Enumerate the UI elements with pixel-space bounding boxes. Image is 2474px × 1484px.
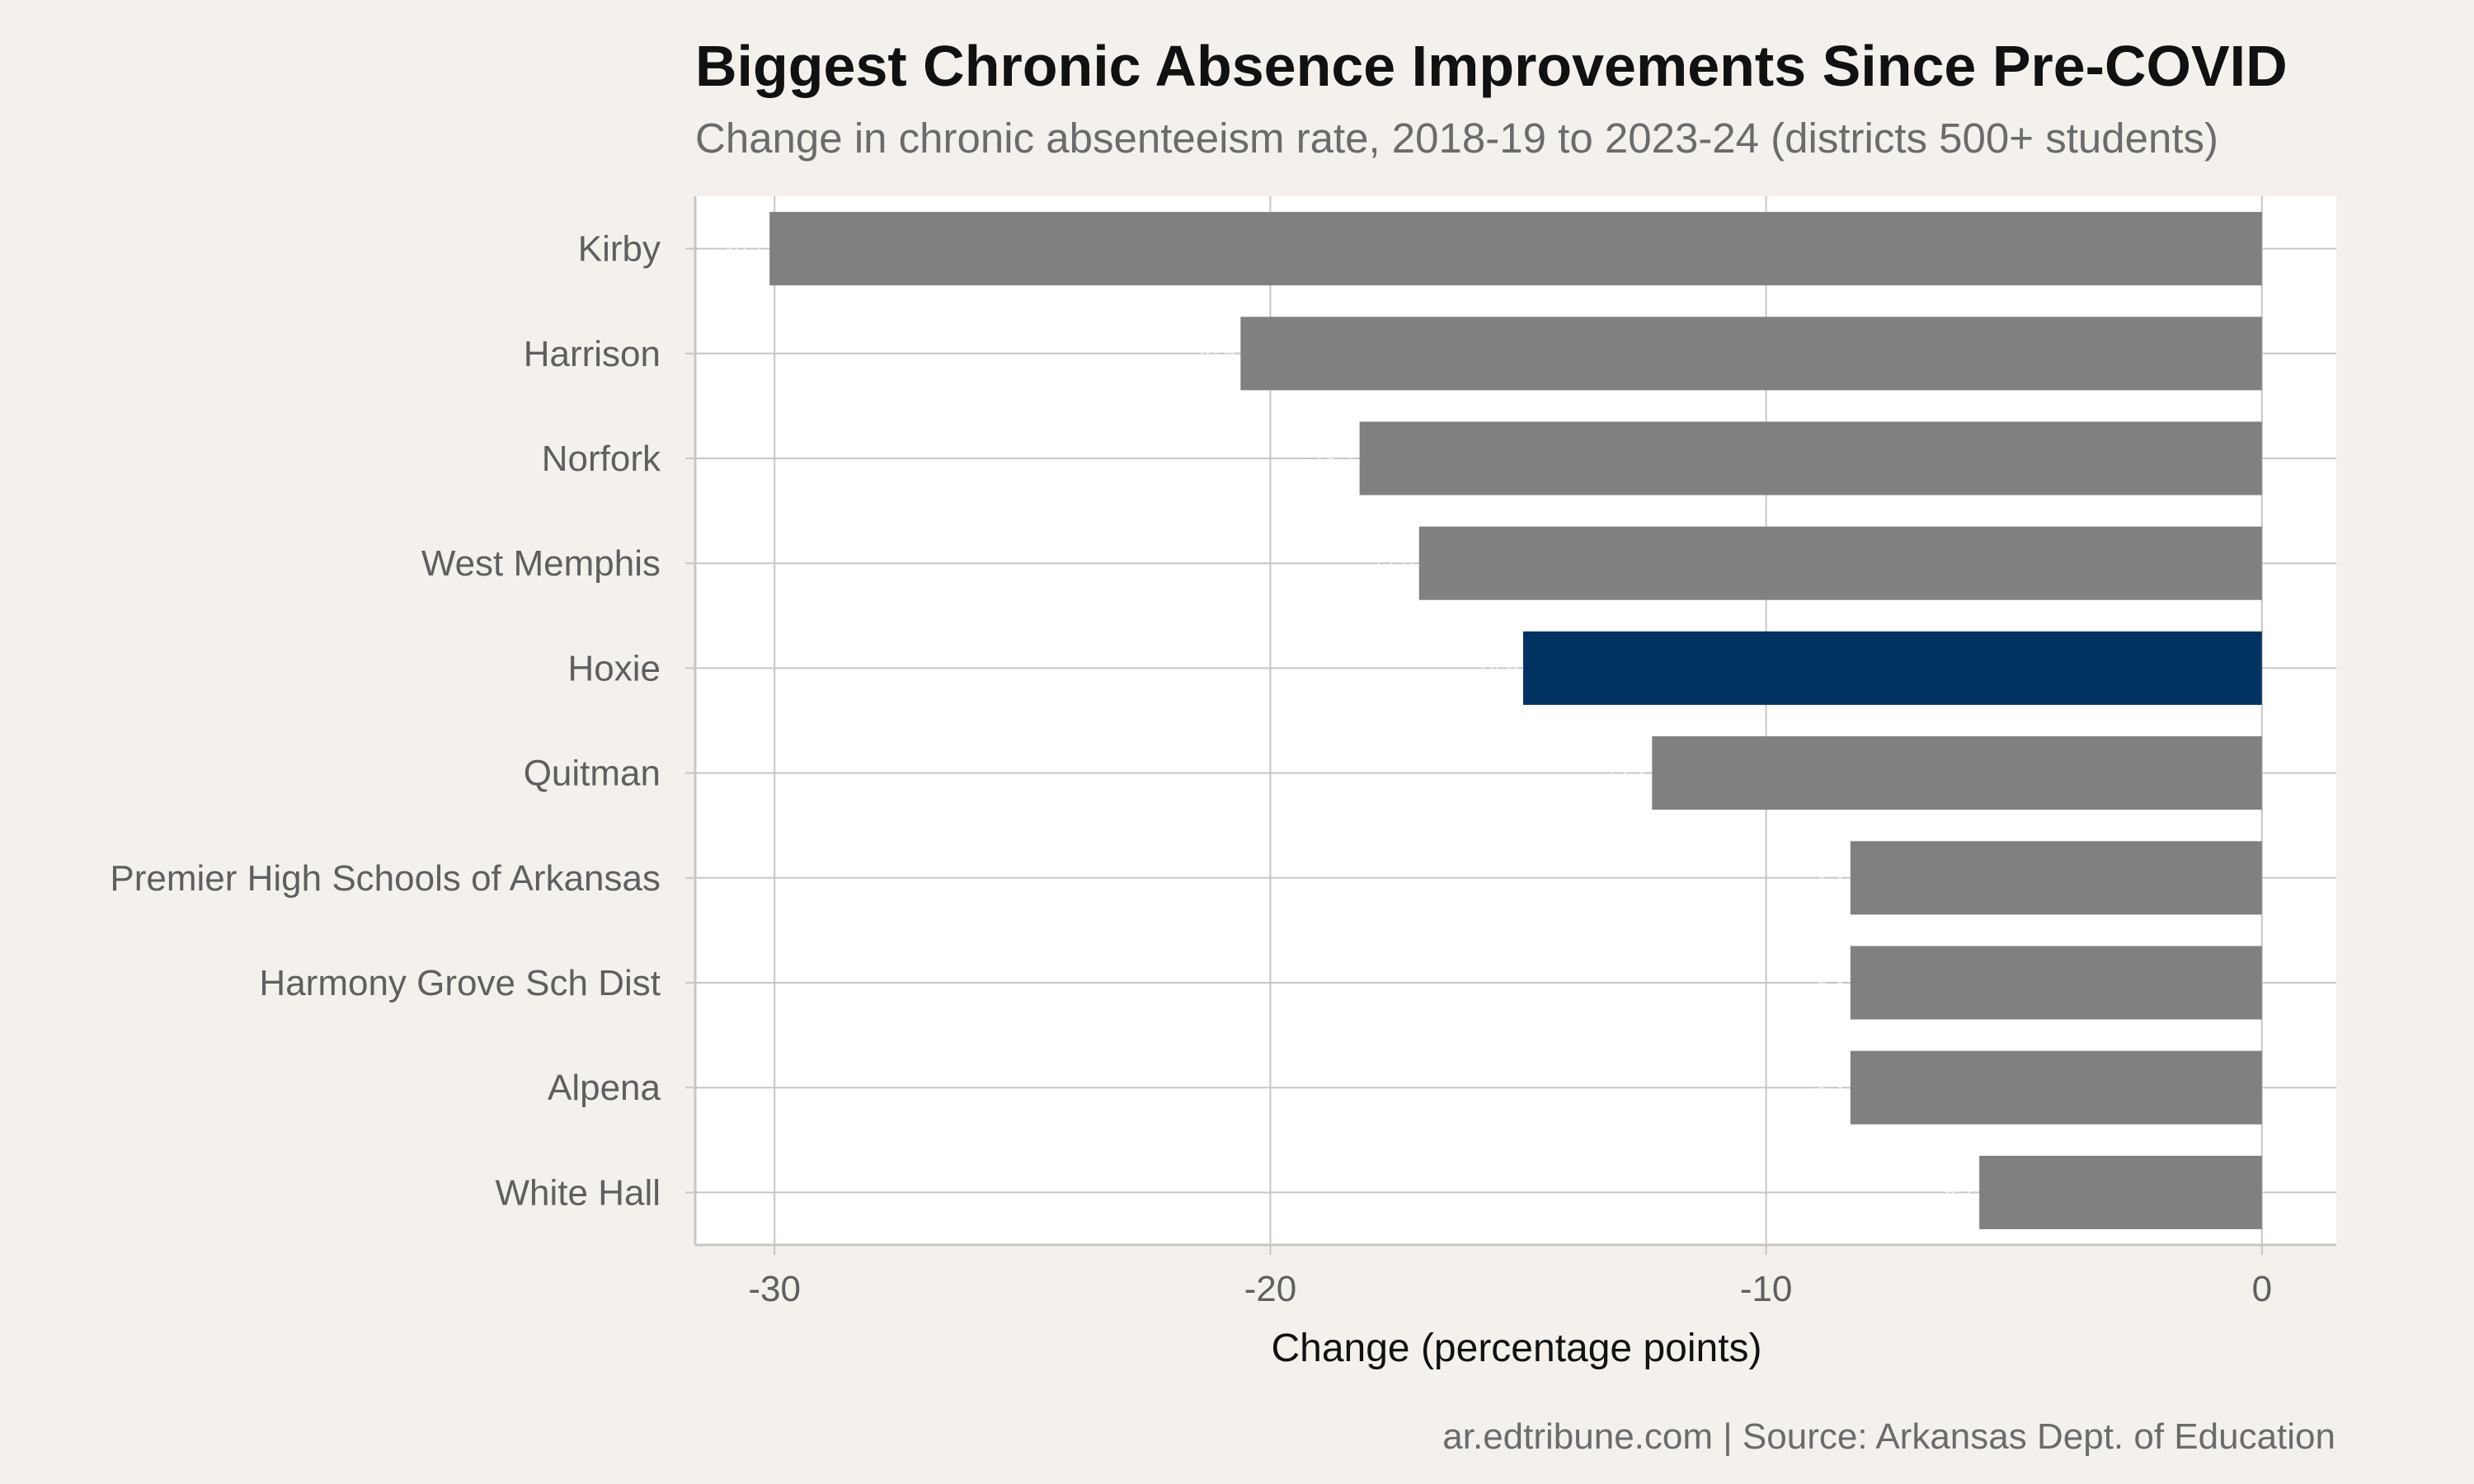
y-category-label: Harrison <box>524 334 661 374</box>
bar <box>1850 841 2262 915</box>
bar <box>1523 631 2262 705</box>
bar <box>1240 317 2262 391</box>
bar <box>1359 421 2262 495</box>
bar-value-label: -18.2 <box>1305 446 1354 471</box>
bar-value-label: -8.3 <box>1808 866 1846 890</box>
y-category-label: White Hall <box>496 1172 661 1213</box>
bar <box>1652 736 2262 810</box>
bar <box>769 212 2262 286</box>
bar-value-label: -8.3 <box>1808 970 1846 995</box>
y-category-label: Alpena <box>548 1068 661 1108</box>
bar-value-label: -17.0 <box>1365 551 1413 575</box>
axes-layer: -30 -20 -10 0 Kirby Harrison Norfork West Memph… <box>110 196 2336 1309</box>
bar <box>1850 1050 2262 1125</box>
y-category-label: Quitman <box>524 754 661 794</box>
bar-value-label: -20.6 <box>1187 341 1235 366</box>
bar-value-label: -8.3 <box>1808 1075 1846 1100</box>
bar-value-label: -14.9 <box>1470 655 1518 680</box>
bars-layer: -30.1 -20.6 -18.2 -17.0 -14.9 -12.3 -8.3 -8.3 -8… <box>716 212 2262 1229</box>
x-tick-label: -10 <box>1740 1269 1793 1309</box>
y-category-label: Kirby <box>578 229 661 270</box>
bar-value-label: -30.1 <box>716 237 764 261</box>
bar <box>1850 946 2262 1020</box>
chart-title: Biggest Chronic Absence Improvements Sin… <box>695 34 2288 98</box>
source-caption: ar.edtribune.com | Source: Arkansas Dept… <box>1442 1416 2335 1457</box>
bar <box>1979 1155 2262 1229</box>
x-axis-title: Change (percentage points) <box>1271 1327 1761 1370</box>
y-category-label: Premier High Schools of Arkansas <box>110 858 661 899</box>
x-tick-label: -30 <box>748 1269 801 1309</box>
y-category-label: Hoxie <box>568 648 661 688</box>
y-category-label: Harmony Grove Sch Dist <box>259 963 661 1003</box>
bar-value-label: -12.3 <box>1598 761 1647 786</box>
x-tick-label: -20 <box>1244 1269 1297 1309</box>
x-tick-label: 0 <box>2252 1269 2272 1309</box>
bar <box>1418 526 2262 600</box>
y-category-label: Norfork <box>542 439 661 479</box>
chart-subtitle: Change in chronic absenteeism rate, 2018… <box>695 115 2219 162</box>
bar-value-label: -5.7 <box>1937 1180 1974 1205</box>
y-category-label: West Memphis <box>421 543 661 584</box>
